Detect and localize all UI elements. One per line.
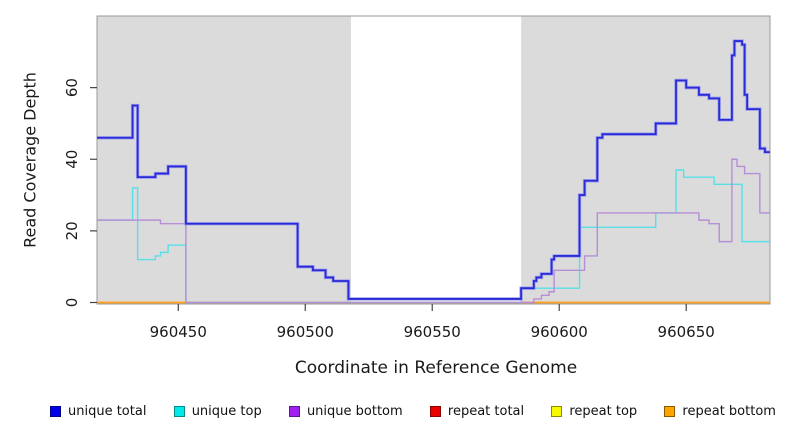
y-tick-label: 0	[63, 298, 81, 308]
y-tick-label: 20	[63, 221, 81, 240]
legend-item-repeat-top: repeat top	[551, 404, 637, 419]
x-tick-label: 960600	[531, 323, 588, 341]
legend-label: unique total	[68, 403, 147, 419]
x-tick-label: 960450	[150, 323, 207, 341]
x-tick-label: 960650	[658, 323, 715, 341]
legend-label: repeat top	[569, 403, 638, 419]
legend-label: unique bottom	[306, 403, 403, 419]
legend-swatch-repeat-total-icon	[429, 405, 441, 417]
series-unique-total	[97, 40, 770, 300]
legend-label: unique top	[191, 403, 262, 419]
y-axis-title: Read Coverage Depth	[20, 72, 40, 248]
y-axis-ticks: 0 20 40 60	[63, 78, 97, 307]
x-axis-ticks: 960450 960500 960550 960600 960650	[150, 304, 715, 341]
legend-label: repeat bottom	[682, 403, 776, 419]
legend-swatch-unique-bottom-icon	[288, 405, 300, 417]
legend-label: repeat total	[447, 403, 525, 419]
plot-panels	[97, 16, 770, 304]
legend-item-unique-total: unique total	[50, 404, 146, 419]
legend: unique total unique top unique bottom re…	[50, 402, 776, 420]
legend-swatch-repeat-top-icon	[551, 405, 563, 417]
legend-swatch-unique-top-icon	[173, 405, 185, 417]
legend-swatch-unique-total-icon	[50, 405, 61, 417]
y-tick-label: 60	[63, 78, 81, 97]
x-axis-title: Coordinate in Reference Genome	[294, 358, 578, 378]
x-tick-label: 960500	[277, 323, 334, 341]
legend-item-unique-bottom: unique bottom	[288, 403, 403, 419]
x-tick-label: 960550	[404, 323, 461, 341]
legend-item-unique-top: unique top	[173, 403, 262, 419]
legend-swatch-repeat-bottom-icon	[664, 405, 676, 417]
legend-item-repeat-bottom: repeat bottom	[664, 404, 776, 419]
y-tick-label: 40	[63, 150, 81, 169]
legend-item-repeat-total: repeat total	[429, 403, 525, 419]
series-unique-bottom	[97, 158, 770, 304]
plot-border	[96, 15, 771, 305]
series-lines	[97, 39, 770, 304]
